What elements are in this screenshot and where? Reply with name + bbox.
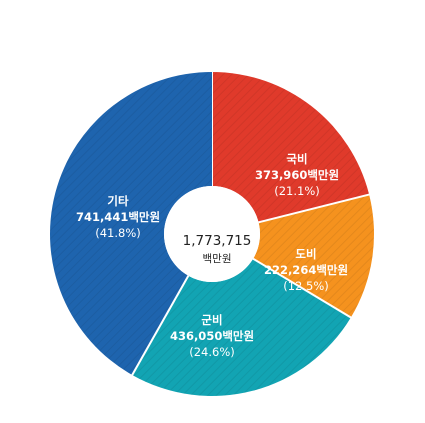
slice-separator-4 [130,275,190,378]
slice-percent-label-4: (41.8%) [95,226,141,240]
center-unit-label: 백만원 [203,253,232,265]
center-hole [164,186,260,282]
slice-separator-2 [258,193,372,224]
slice-value-label-3: 436,050백만원 [170,329,254,343]
slice-percent-label-2: (12.5%) [283,279,329,293]
slice-value-label-2: 222,264백만원 [264,263,348,277]
slice-value-label-4: 741,441백만원 [76,210,160,224]
slice-name-label-1: 국비 [286,152,307,166]
slice-percent-label-3: (24.6%) [189,345,235,359]
slice-texture-1 [212,72,370,223]
labels-layer: 국비 373,960백만원 (21.1%) 도비 222,264백만원 (12.5%) 군비… [76,152,348,359]
center-total-label: 1,773,715 [183,233,252,249]
slice-name-label-3: 군비 [201,313,222,327]
slice-texture-2 [253,194,374,318]
slice-percent-label-1: (21.1%) [274,184,320,198]
slice-texture-4 [49,71,213,375]
slice-texture-3 [132,258,351,396]
slice-name-label-2: 도비 [295,247,316,261]
slice-value-label-1: 373,960백만원 [255,168,339,182]
slices-layer [49,70,374,396]
slice-name-label-4: 기타 [107,194,129,208]
slice-separator-3 [252,257,354,320]
